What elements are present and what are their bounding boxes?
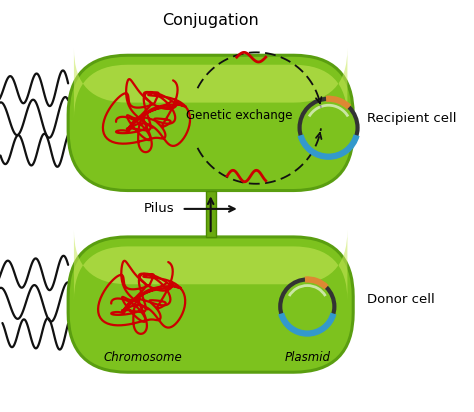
Text: Plasmid: Plasmid [284, 351, 330, 365]
Circle shape [300, 99, 357, 157]
FancyBboxPatch shape [68, 237, 353, 372]
FancyBboxPatch shape [68, 55, 353, 190]
Text: Conjugation: Conjugation [162, 13, 259, 28]
Text: Pilus: Pilus [143, 202, 174, 215]
Text: Genetic exchange: Genetic exchange [186, 109, 293, 122]
Text: Donor cell: Donor cell [367, 293, 435, 306]
FancyBboxPatch shape [74, 49, 347, 119]
FancyBboxPatch shape [74, 230, 347, 300]
Text: Chromosome: Chromosome [104, 351, 182, 365]
Text: Recipient cell: Recipient cell [367, 112, 457, 124]
Circle shape [280, 279, 334, 334]
FancyBboxPatch shape [206, 190, 216, 237]
